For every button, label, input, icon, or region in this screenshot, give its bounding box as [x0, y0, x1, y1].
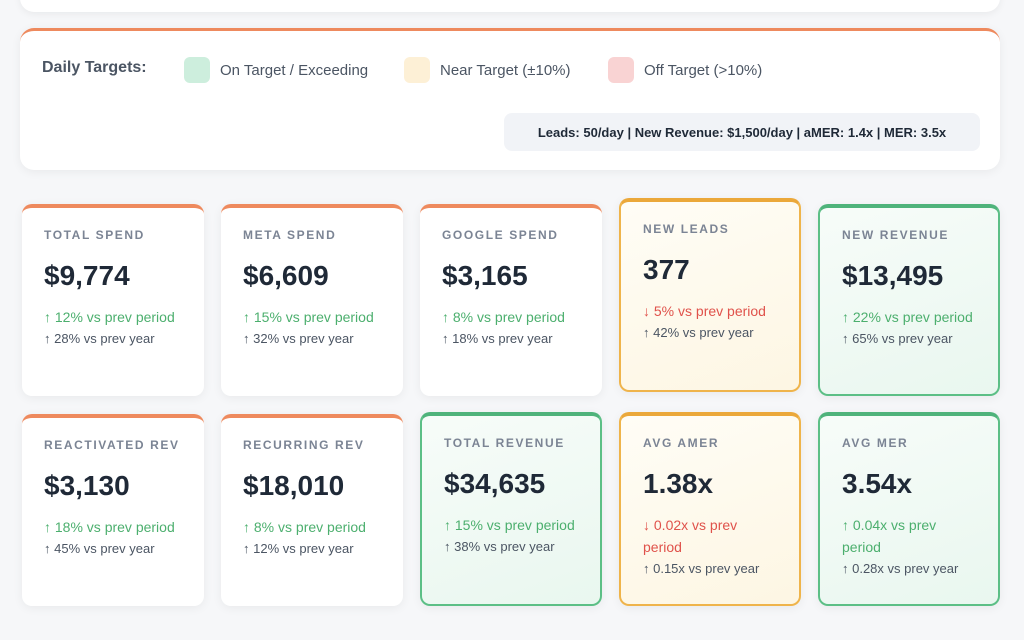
kpi-value: 1.38x — [643, 468, 714, 499]
legend-near-target: Near Target (±10%) — [404, 57, 571, 83]
targets-summary: Leads: 50/day | New Revenue: $1,500/day … — [504, 113, 980, 151]
kpi-label: NEW LEADS — [643, 222, 730, 236]
red-swatch — [608, 57, 634, 83]
kpi-delta-period: ↓ 0.02x vs prev period — [643, 517, 738, 555]
green-swatch — [184, 57, 210, 83]
legend-off-target: Off Target (>10%) — [608, 57, 762, 83]
kpi-value: 3.54x — [842, 468, 913, 499]
kpi-delta-year: ↑ 38% vs prev year — [444, 539, 555, 554]
kpi-card-google-spend[interactable]: GOOGLE SPEND $3,165 ↑ 8% vs prev period … — [420, 204, 602, 396]
kpi-delta-period: ↑ 15% vs prev period — [243, 309, 374, 325]
kpi-delta-year: ↑ 0.15x vs prev year — [643, 561, 760, 576]
kpi-card-total-spend[interactable]: TOTAL SPEND $9,774 ↑ 12% vs prev period … — [22, 204, 204, 396]
kpi-delta-period: ↑ 0.04x vs prev period — [842, 517, 937, 555]
kpi-delta-period: ↓ 5% vs prev period — [643, 303, 766, 319]
kpi-card-recurring-rev[interactable]: RECURRING REV $18,010 ↑ 8% vs prev perio… — [221, 414, 403, 606]
kpi-card-new-revenue[interactable]: NEW REVENUE $13,495 ↑ 22% vs prev period… — [818, 204, 1000, 396]
kpi-label: META SPEND — [243, 228, 337, 242]
kpi-delta-year: ↑ 45% vs prev year — [44, 541, 155, 556]
kpi-value: $34,635 — [444, 468, 546, 499]
legend-on-target: On Target / Exceeding — [184, 57, 368, 83]
kpi-label: GOOGLE SPEND — [442, 228, 559, 242]
kpi-card-avg-amer[interactable]: AVG AMER 1.38x ↓ 0.02x vs prev period ↑ … — [619, 412, 801, 606]
kpi-delta-year: ↑ 0.28x vs prev year — [842, 561, 959, 576]
kpi-value: $3,165 — [442, 260, 528, 291]
kpi-delta-period: ↑ 8% vs prev period — [442, 309, 565, 325]
kpi-card-new-leads[interactable]: NEW LEADS 377 ↓ 5% vs prev period ↑ 42% … — [619, 198, 801, 392]
kpi-label: REACTIVATED REV — [44, 438, 180, 452]
orange-swatch — [404, 57, 430, 83]
kpi-value: $18,010 — [243, 470, 345, 501]
kpi-card-reactivated-rev[interactable]: REACTIVATED REV $3,130 ↑ 18% vs prev per… — [22, 414, 204, 606]
legend-label: Near Target (±10%) — [440, 61, 571, 79]
kpi-value: $6,609 — [243, 260, 329, 291]
daily-targets-title: Daily Targets: — [42, 59, 147, 76]
kpi-label: AVG AMER — [643, 436, 720, 450]
kpi-label: TOTAL SPEND — [44, 228, 145, 242]
kpi-label: RECURRING REV — [243, 438, 365, 452]
kpi-card-avg-mer[interactable]: AVG MER 3.54x ↑ 0.04x vs prev period ↑ 0… — [818, 412, 1000, 606]
kpi-delta-year: ↑ 42% vs prev year — [643, 325, 754, 340]
kpi-card-total-revenue[interactable]: TOTAL REVENUE $34,635 ↑ 15% vs prev peri… — [420, 412, 602, 606]
kpi-delta-year: ↑ 32% vs prev year — [243, 331, 354, 346]
kpi-label: AVG MER — [842, 436, 909, 450]
kpi-label: TOTAL REVENUE — [444, 436, 565, 450]
kpi-card-meta-spend[interactable]: META SPEND $6,609 ↑ 15% vs prev period ↑… — [221, 204, 403, 396]
kpi-delta-period: ↑ 22% vs prev period — [842, 309, 973, 325]
kpi-delta-year: ↑ 12% vs prev year — [243, 541, 354, 556]
kpi-delta-period: ↑ 12% vs prev period — [44, 309, 175, 325]
kpi-value: $3,130 — [44, 470, 130, 501]
kpi-delta-year: ↑ 18% vs prev year — [442, 331, 553, 346]
kpi-label: NEW REVENUE — [842, 228, 949, 242]
kpi-delta-year: ↑ 65% vs prev year — [842, 331, 953, 346]
kpi-delta-period: ↑ 15% vs prev period — [444, 517, 575, 533]
kpi-delta-period: ↑ 8% vs prev period — [243, 519, 366, 535]
daily-targets-panel: Daily Targets: On Target / Exceeding Nea… — [20, 28, 1000, 170]
top-panel-edge — [20, 0, 1000, 12]
kpi-delta-year: ↑ 28% vs prev year — [44, 331, 155, 346]
kpi-delta-period: ↑ 18% vs prev period — [44, 519, 175, 535]
legend-label: Off Target (>10%) — [644, 61, 763, 79]
legend-label: On Target / Exceeding — [220, 61, 369, 79]
kpi-value: $9,774 — [44, 260, 130, 291]
kpi-value: 377 — [643, 254, 690, 285]
kpi-value: $13,495 — [842, 260, 944, 291]
